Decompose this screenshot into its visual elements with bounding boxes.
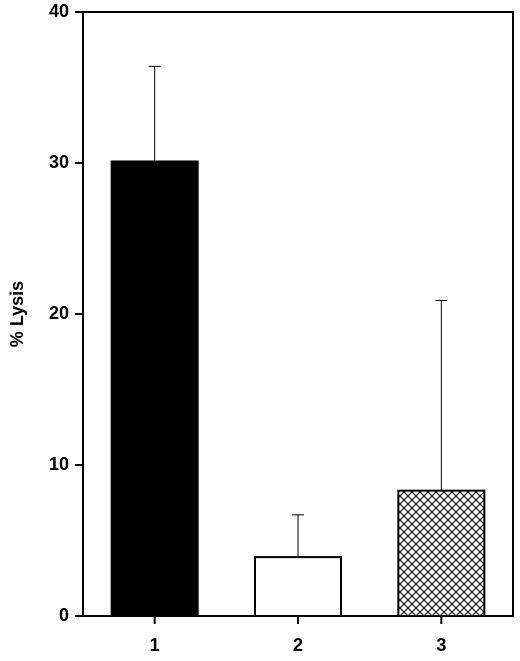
y-tick-label: 10 xyxy=(49,454,69,474)
x-tick-label: 2 xyxy=(293,635,303,655)
y-tick-label: 30 xyxy=(49,152,69,172)
bar xyxy=(254,556,342,617)
y-axis-label: % Lysis xyxy=(7,281,27,347)
x-tick-label: 3 xyxy=(436,635,446,655)
bar xyxy=(110,160,199,618)
y-tick-label: 0 xyxy=(59,605,69,625)
bar xyxy=(397,489,486,618)
x-tick-label: 1 xyxy=(150,635,160,655)
y-tick-label: 20 xyxy=(49,303,69,323)
y-tick-label: 40 xyxy=(49,1,69,21)
